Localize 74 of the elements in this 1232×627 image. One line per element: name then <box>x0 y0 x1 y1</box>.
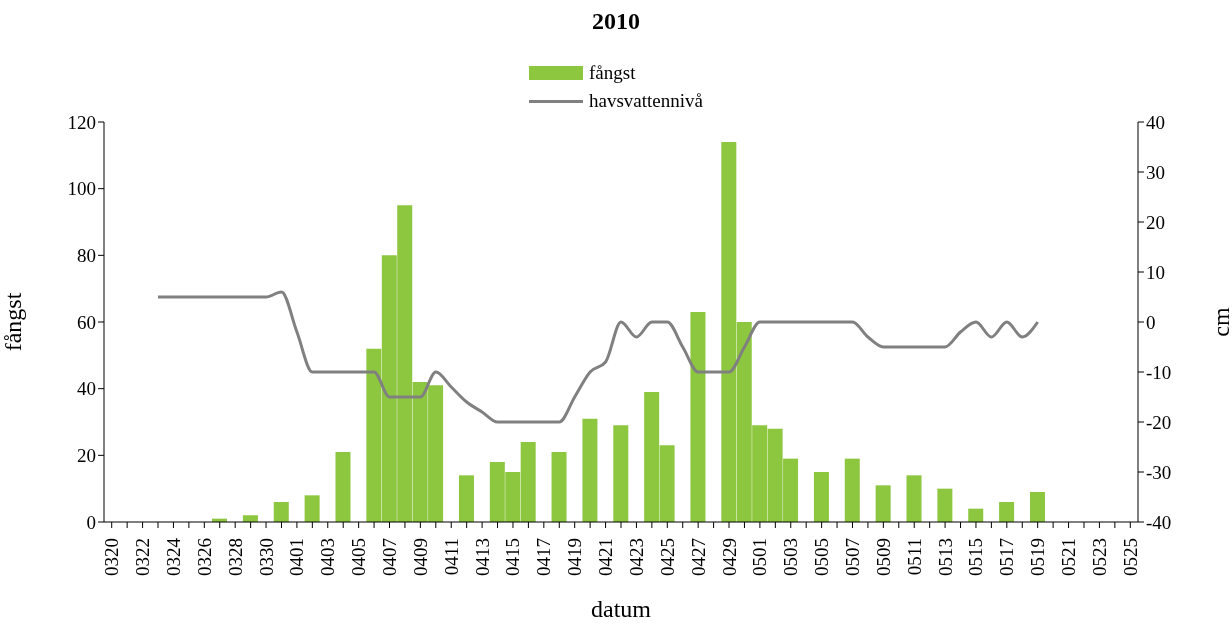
bar <box>1029 492 1045 522</box>
x-tick-label: 0513 <box>934 538 956 576</box>
y2-tick-label: -40 <box>1146 511 1172 533</box>
bar <box>999 502 1015 522</box>
bar <box>582 418 598 522</box>
y-tick-label: 80 <box>77 245 96 267</box>
x-tick-label: 0326 <box>193 538 215 576</box>
bar <box>335 452 351 522</box>
x-tick-label: 0511 <box>903 538 925 576</box>
bar <box>937 488 953 522</box>
x-tick-label: 0401 <box>286 538 308 576</box>
bar <box>875 485 891 522</box>
x-tick-label: 0521 <box>1058 538 1080 576</box>
x-tick-label: 0415 <box>502 538 524 576</box>
bar <box>613 425 629 522</box>
legend-label: havsvattennivå <box>589 90 703 112</box>
x-tick-label: 0517 <box>996 538 1018 576</box>
y2-tick-label: 0 <box>1146 311 1156 333</box>
y2-tick-label: -30 <box>1146 461 1172 483</box>
bar <box>906 475 922 522</box>
bar <box>458 475 474 522</box>
x-tick-label: 0421 <box>595 538 617 576</box>
x-tick-label: 0411 <box>440 538 462 576</box>
x-tick-label: 0519 <box>1027 538 1049 576</box>
y2-tick-label: -20 <box>1146 411 1172 433</box>
bar <box>551 452 567 522</box>
x-tick-label: 0427 <box>687 538 709 576</box>
x-tick-label: 0409 <box>409 538 431 576</box>
y-tick-label: 20 <box>77 445 96 467</box>
x-tick-label: 0423 <box>625 538 647 576</box>
x-tick-label: 0419 <box>564 538 586 576</box>
x-tick-label: 0429 <box>718 538 740 576</box>
y-tick-label: 40 <box>77 378 96 400</box>
x-tick-label: 0525 <box>1119 538 1141 576</box>
y2-tick-label: 20 <box>1146 211 1165 233</box>
x-tick-label: 0515 <box>965 538 987 576</box>
line-series <box>156 290 1040 424</box>
x-tick-label: 0322 <box>132 538 154 576</box>
x-tick-label: 0328 <box>224 538 246 576</box>
x-tick-label: 0417 <box>533 538 555 576</box>
x-tick-label: 0425 <box>656 538 678 576</box>
x-tick-label: 0405 <box>348 538 370 576</box>
x-tick-label: 0501 <box>749 538 771 576</box>
x-tick-label: 0503 <box>780 538 802 576</box>
x-tick-label: 0523 <box>1088 538 1110 576</box>
x-axis-title: datum <box>591 596 652 622</box>
x-tick-label: 0507 <box>841 538 863 576</box>
y2-tick-label: 30 <box>1146 161 1165 183</box>
x-tick-label: 0505 <box>811 538 833 576</box>
bar <box>690 312 706 522</box>
x-tick-label: 0320 <box>101 538 123 576</box>
x-tick-label: 0509 <box>872 538 894 576</box>
y-tick-label: 120 <box>67 111 96 133</box>
y-tick-label: 100 <box>67 178 96 200</box>
y-tick-label: 60 <box>77 311 96 333</box>
y-axis-title: fångst <box>0 292 26 352</box>
y-tick-label: 0 <box>86 511 96 533</box>
chart-title: 2010 <box>591 8 641 35</box>
bar <box>844 458 860 522</box>
y2-axis-title: cm <box>1207 307 1232 337</box>
x-tick-label: 0324 <box>162 537 184 576</box>
y2-tick-label: -10 <box>1146 361 1172 383</box>
bar <box>304 495 320 522</box>
y2-tick-label: 10 <box>1146 261 1165 283</box>
bar <box>968 508 984 522</box>
x-tick-label: 0330 <box>255 538 277 576</box>
y2-tick-label: 40 <box>1146 111 1165 133</box>
x-tick-label: 0413 <box>471 538 493 576</box>
bar <box>242 515 258 522</box>
bar <box>813 472 829 522</box>
bar <box>273 502 289 522</box>
x-tick-label: 0403 <box>317 538 339 576</box>
x-tick-label: 0407 <box>379 538 401 576</box>
legend-label: fångst <box>589 62 636 84</box>
